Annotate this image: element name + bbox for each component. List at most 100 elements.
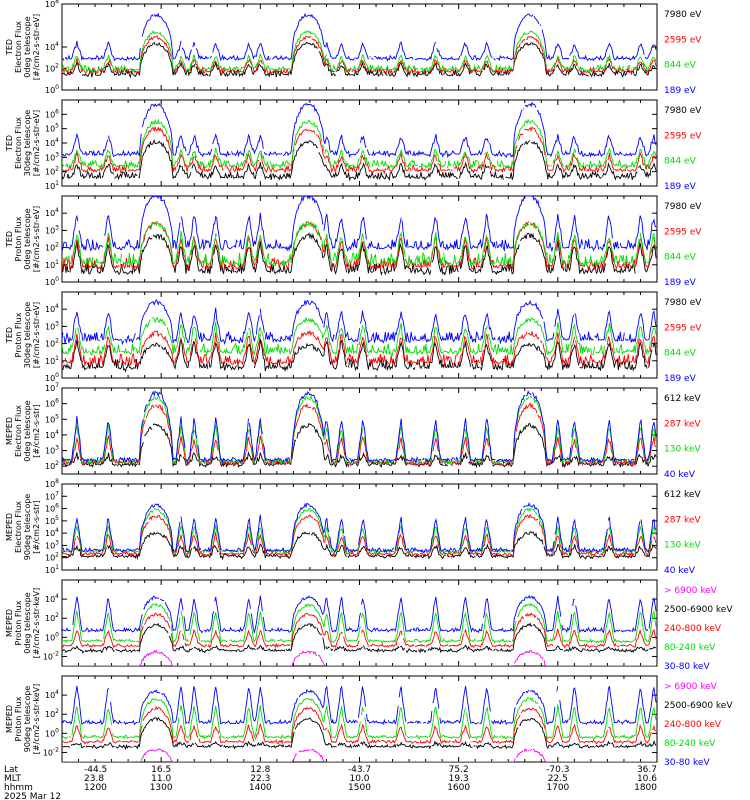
y-axis-label: Electron Flux — [14, 21, 23, 73]
y-axis-label: TED — [5, 135, 14, 152]
legend-entry: 80-240 keV — [664, 643, 716, 653]
legend-entry: 40 keV — [664, 566, 696, 576]
legend-entry: 287 keV — [664, 515, 701, 525]
y-axis-label: 90deg telescope — [23, 494, 32, 561]
legend-entry: 30-80 keV — [664, 758, 710, 768]
legend-entry: 240-800 keV — [664, 624, 722, 634]
footer-hhmm: 1500 — [348, 783, 371, 793]
series-line — [62, 138, 657, 182]
y-axis-label: 0deg telescope — [23, 208, 32, 269]
y-axis-label: TED — [5, 231, 14, 248]
footer-lat: -43.7 — [348, 765, 371, 775]
legend-entry: 2500-6900 keV — [664, 701, 733, 711]
y-tick-label: 10-2 — [43, 650, 59, 661]
y-axis-label: 30deg telescope — [23, 110, 32, 177]
y-tick-label: 104 — [45, 207, 59, 218]
y-tick-label: 102 — [45, 708, 59, 719]
footer-hhmm: 1400 — [249, 783, 272, 793]
y-tick-label: 101 — [45, 564, 59, 575]
y-axis-label: 0deg telescope — [23, 400, 32, 461]
y-tick-label: 103 — [45, 151, 59, 162]
legend-entry: > 6900 keV — [664, 586, 718, 596]
legend-entry: 844 eV — [664, 253, 697, 263]
y-axis-label: 0deg telescope — [23, 16, 32, 77]
series-line — [62, 705, 657, 745]
legend-entry: 844 eV — [664, 61, 697, 71]
panel-2: 106 105 104 103 102 101 TED Electron Flux 30deg … — [5, 99, 702, 192]
panel-7: 104 102 100 10-2 MEPED Proton Flux 0deg telesc… — [5, 579, 733, 672]
footer-lat: 36.7 — [637, 765, 657, 775]
footer-lat: 12.8 — [250, 765, 270, 775]
y-tick-label: 102 — [45, 460, 59, 471]
series-line — [62, 101, 657, 159]
y-tick-label: 102 — [45, 166, 59, 177]
y-axis-label: [#/cm2-s-str-eV] — [32, 110, 41, 176]
y-axis-label: TED — [5, 39, 14, 56]
panel-frame — [61, 3, 658, 91]
y-axis-label: [#/cm2-s-str-eV] — [32, 14, 41, 80]
panel-4: 104 103 102 101 100 TED Proton Flux 30deg teles… — [5, 291, 702, 384]
legend-entry: 612 keV — [664, 394, 701, 404]
y-tick-label: 10-2 — [43, 746, 59, 757]
panel-frame — [61, 195, 658, 283]
series-line — [62, 531, 657, 561]
y-axis-label: [#/cm2-s-str-keV] — [32, 684, 41, 755]
y-axis-label: [#/cm2-s-str-eV] — [32, 206, 41, 272]
y-axis-label: [#/cm2-s-str-keV] — [32, 588, 41, 659]
footer-lat: -70.3 — [546, 765, 569, 775]
y-tick-label: 102 — [45, 63, 59, 74]
y-tick-label: 100 — [45, 727, 59, 738]
y-tick-label: 103 — [45, 445, 59, 456]
legend-entry: > 6900 keV — [664, 682, 718, 692]
legend-entry: 7980 eV — [664, 298, 702, 308]
y-axis-label: MEPED — [5, 513, 14, 541]
series-line — [62, 622, 657, 654]
legend-entry: 2595 eV — [664, 35, 702, 45]
series-line — [62, 12, 657, 62]
series-line — [62, 716, 657, 751]
y-axis-label: Electron Flux — [14, 405, 23, 457]
legend-entry: 7980 eV — [664, 202, 702, 212]
footer-row-label: 2025 Mar 12 — [4, 792, 61, 800]
series-line — [62, 612, 657, 649]
y-tick-label: 108 — [45, 478, 59, 489]
y-tick-label: 104 — [45, 593, 59, 604]
y-tick-label: 106 — [45, 108, 59, 119]
series-line — [62, 594, 657, 634]
legend-entry: 612 keV — [664, 490, 701, 500]
legend-entry: 80-240 keV — [664, 739, 716, 749]
y-axis-label: Proton Flux — [14, 312, 23, 357]
footer-mlt: 22.3 — [250, 774, 270, 784]
footer-mlt: 11.0 — [151, 774, 171, 784]
y-axis-label: TED — [5, 327, 14, 344]
y-tick-label: 106 — [45, 503, 59, 514]
y-tick-label: 102 — [45, 552, 59, 563]
y-tick-label: 103 — [45, 224, 59, 235]
series-line — [62, 748, 656, 762]
series-line — [62, 298, 657, 346]
y-axis-label: [#/cm2-s-str] — [32, 404, 41, 457]
y-tick-label: 105 — [45, 413, 59, 424]
series-line — [62, 41, 656, 79]
footer-mlt: 23.8 — [84, 774, 104, 784]
y-axis-label: [#/cm2-s-str-eV] — [32, 302, 41, 368]
footer-lat: -44.5 — [84, 765, 107, 775]
series-line — [62, 329, 657, 367]
panel-frame — [61, 483, 658, 571]
legend-entry: 2595 eV — [664, 227, 702, 237]
y-tick-label: 105 — [45, 123, 59, 134]
series-line — [62, 502, 657, 554]
y-axis-label: 0deg telescope — [23, 592, 32, 653]
y-tick-label: 104 — [45, 527, 59, 538]
legend-entry: 189 eV — [664, 182, 697, 192]
y-tick-label: 100 — [45, 276, 59, 287]
y-axis-label: MEPED — [5, 705, 14, 733]
y-tick-label: 104 — [45, 41, 59, 52]
series-line — [63, 649, 656, 666]
y-tick-label: 100 — [45, 372, 59, 383]
y-tick-label: 103 — [45, 539, 59, 550]
panel-5: 107 106 105 104 103 102 MEPED Electron Flux 0deg… — [5, 382, 701, 480]
